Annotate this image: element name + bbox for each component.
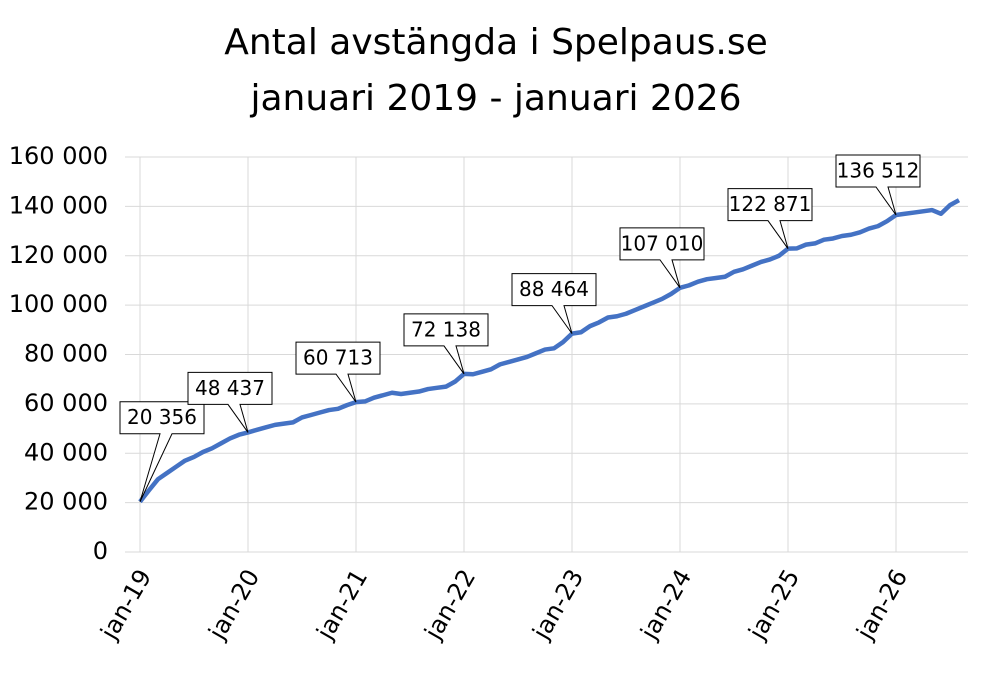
chart-title: Antal avstängda i Spelpaus.se [224, 22, 768, 63]
data-label: 20 356 [127, 405, 197, 429]
callout-box [187, 371, 273, 433]
y-tick-label: 140 000 [9, 191, 108, 219]
y-tick-label: 160 000 [9, 142, 108, 170]
callout-box [295, 341, 381, 403]
callout-box [119, 401, 205, 502]
data-label: 72 138 [411, 317, 481, 341]
y-tick-label: 60 000 [24, 389, 108, 417]
data-label: 60 713 [303, 346, 373, 370]
chart-subtitle: januari 2019 - januari 2026 [249, 78, 741, 119]
y-tick-label: 80 000 [24, 340, 108, 368]
callout-box [511, 273, 597, 334]
y-tick-label: 40 000 [24, 438, 108, 466]
y-tick-label: 0 [93, 537, 108, 565]
callout-box [403, 313, 489, 375]
callout-box [619, 227, 705, 289]
data-label: 88 464 [519, 277, 589, 301]
data-label: 48 437 [195, 376, 265, 400]
y-tick-label: 120 000 [9, 241, 108, 269]
data-label: 136 512 [837, 158, 920, 182]
data-line [138, 198, 961, 504]
y-tick-label: 20 000 [24, 488, 108, 516]
y-tick-label: 100 000 [9, 290, 108, 318]
data-label: 107 010 [621, 231, 704, 255]
callout-box [835, 154, 921, 216]
callout-box [727, 188, 813, 249]
data-label: 122 871 [729, 192, 812, 216]
